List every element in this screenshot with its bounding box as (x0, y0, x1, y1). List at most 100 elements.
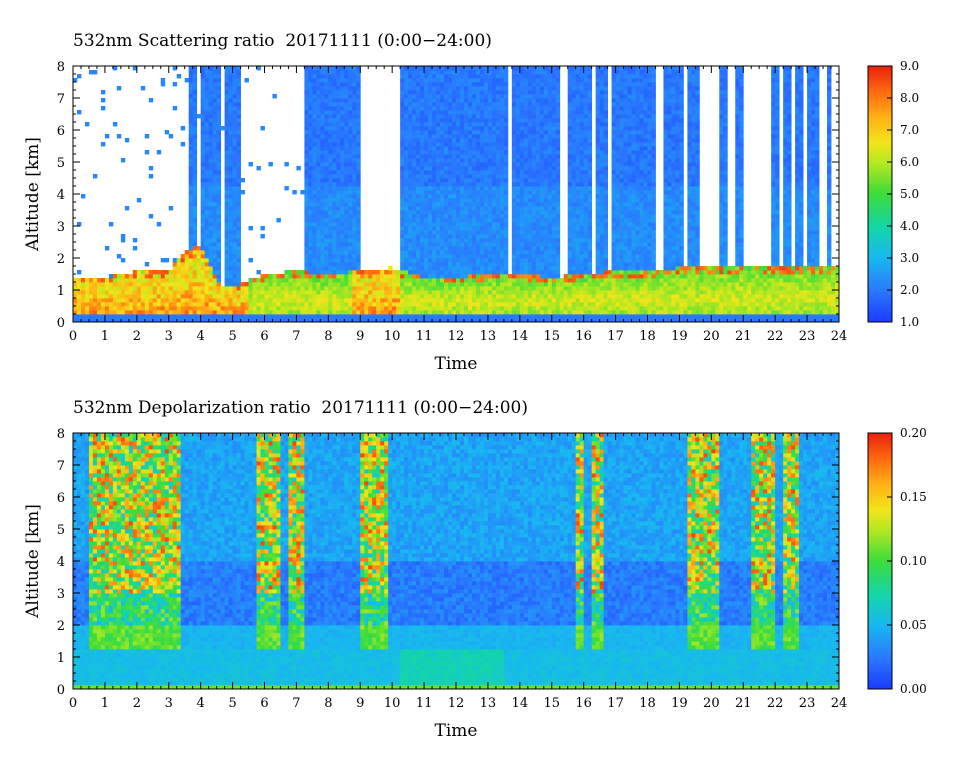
heat-cell (523, 270, 529, 275)
heat-cell (448, 278, 453, 283)
heat-cell (188, 154, 194, 159)
heat-cell (200, 126, 206, 131)
heat-cell (128, 318, 134, 322)
heat-cell (232, 310, 237, 315)
heat-cell (535, 130, 541, 135)
heat-cell (479, 158, 485, 163)
heat-cell (535, 102, 541, 107)
heat-cell (539, 278, 545, 283)
heat-cell (420, 310, 425, 315)
heat-cell (340, 242, 345, 247)
heat-cell (452, 254, 457, 259)
heat-cell (344, 206, 349, 211)
heat-cell (324, 298, 329, 303)
heat-cell (324, 262, 329, 267)
heat-cell (463, 226, 469, 231)
heat-cell (527, 310, 533, 315)
heat-cell (412, 78, 417, 83)
heat-cell (428, 242, 433, 247)
heat-cell (456, 186, 461, 191)
heat-cell (463, 218, 469, 223)
heat-cell (348, 178, 353, 183)
heat-cell (216, 138, 222, 143)
heat-cell (503, 218, 509, 223)
heat-cell (404, 90, 409, 95)
heat-cell (328, 186, 333, 191)
heat-cell (312, 206, 317, 211)
heat-cell (336, 130, 341, 135)
heat-cell (420, 314, 425, 319)
heat-cell (551, 210, 557, 215)
heat-cell (444, 198, 449, 203)
heat-cell (515, 314, 521, 319)
heat-cell (567, 86, 573, 91)
heat-cell (432, 78, 437, 83)
heat-cell (424, 306, 429, 311)
heat-cell (204, 230, 210, 235)
heat-cell (304, 214, 309, 219)
heat-cell (308, 198, 313, 203)
heat-cell (448, 118, 453, 123)
heat-cell (228, 150, 233, 155)
heat-cell (535, 210, 541, 215)
heat-cell (440, 214, 445, 219)
heat-cell (320, 166, 325, 171)
heat-cell (308, 234, 313, 239)
heat-cell (192, 242, 198, 247)
heat-cell (408, 82, 413, 87)
heat-cell (300, 278, 305, 283)
heat-cell (499, 258, 505, 263)
heat-cell (428, 258, 433, 263)
heat-cell (535, 230, 541, 235)
heat-cell (340, 126, 345, 131)
heat-cell (527, 226, 533, 231)
heat-cell (479, 202, 485, 207)
heat-cell (308, 90, 313, 95)
heat-cell (328, 274, 333, 279)
heat-cell (531, 66, 537, 71)
heat-cell (408, 210, 413, 215)
heat-cell (304, 170, 309, 175)
heat-cell (92, 306, 98, 311)
heat-cell (216, 198, 222, 203)
heat-cell (192, 134, 198, 139)
heat-cell (479, 162, 485, 167)
heat-cell (436, 182, 441, 187)
heat-cell (336, 238, 341, 243)
heat-cell (340, 174, 345, 179)
heat-cell (73, 278, 78, 283)
heat-cell (416, 134, 421, 139)
heat-cell (372, 286, 377, 291)
heat-cell (216, 222, 222, 227)
heat-cell (479, 210, 485, 215)
heat-cell (404, 142, 409, 147)
heat-cell (555, 318, 561, 322)
heat-cell (88, 298, 94, 303)
heat-cell (467, 242, 473, 247)
heat-cell (356, 262, 361, 267)
heat-cell (312, 238, 317, 243)
heat-cell (228, 70, 233, 75)
heat-cell (424, 242, 429, 247)
heat-cell (535, 110, 541, 115)
heat-cell (531, 270, 537, 275)
heat-cell (348, 142, 353, 147)
heat-cell (132, 286, 138, 291)
heat-cell (416, 194, 421, 199)
heat-cell (228, 246, 233, 251)
heat-cell (440, 206, 445, 211)
heat-cell (515, 294, 521, 299)
heat-cell (324, 290, 329, 295)
heat-cell (340, 70, 345, 75)
heat-cell (416, 234, 421, 239)
heat-cell (188, 266, 194, 271)
heat-cell (475, 238, 481, 243)
heat-cell (495, 126, 501, 131)
heat-cell (459, 222, 465, 227)
heat-cell (340, 222, 345, 227)
heat-cell (491, 242, 497, 247)
heat-cell (272, 274, 277, 279)
heat-cell (364, 286, 369, 291)
heat-cell (340, 198, 345, 203)
heat-cell (495, 246, 501, 251)
